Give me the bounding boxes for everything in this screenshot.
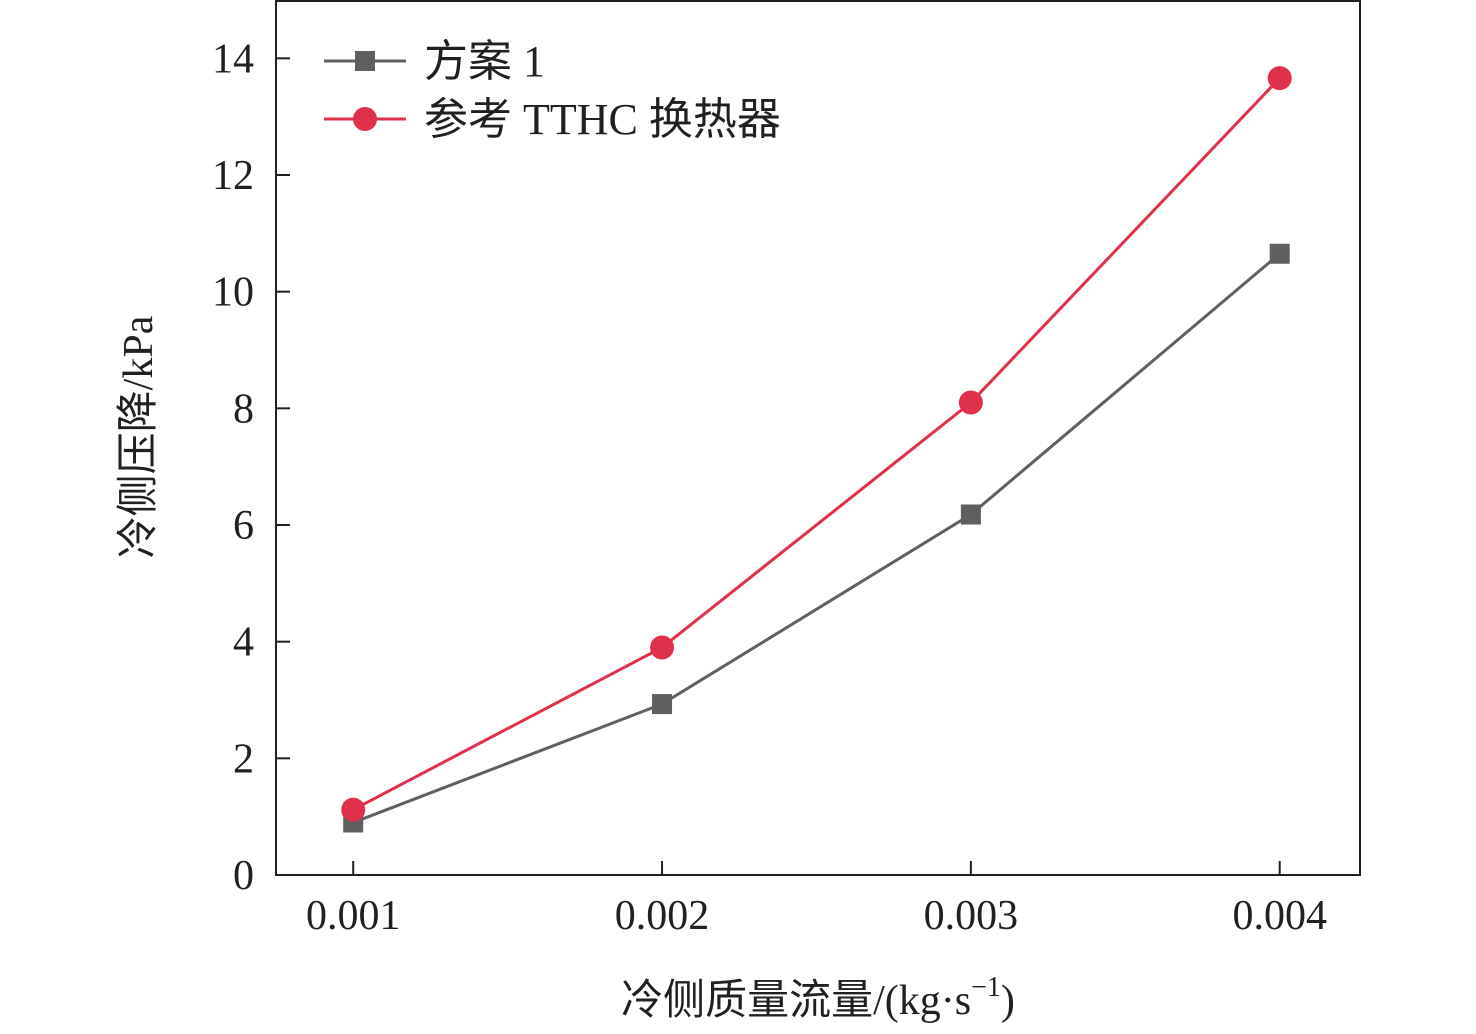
series-layer [341, 66, 1292, 833]
x-tick-label: 0.001 [306, 893, 401, 939]
legend: 方案 1 参考 TTHC 换热器 [324, 37, 781, 144]
plot-border [275, 0, 1361, 876]
legend-marker-square [355, 51, 375, 71]
x-axis-title: 冷侧质量流量/(kg·s−1) [621, 972, 1015, 1024]
x-axis: 0.001 0.002 0.003 0.004 [306, 861, 1327, 939]
legend-marker-circle [353, 107, 377, 131]
data-point-square [652, 694, 673, 715]
y-tick-label: 6 [233, 503, 254, 549]
x-tick-label: 0.003 [924, 893, 1019, 939]
data-point-square [960, 504, 981, 525]
legend-item-2: 参考 TTHC 换热器 [324, 95, 781, 144]
legend-item-1: 方案 1 [324, 37, 545, 86]
x-tick-label: 0.002 [615, 893, 710, 939]
data-point-circle [341, 797, 366, 822]
legend-label: 方案 1 [424, 37, 545, 86]
data-point-circle [958, 390, 983, 415]
series-line [352, 252, 1281, 824]
data-point-circle [650, 635, 675, 660]
series-line [352, 77, 1281, 811]
x-tick-label: 0.004 [1232, 893, 1327, 939]
x-axis-title-superscript: −1 [971, 972, 1001, 1003]
y-tick-label: 0 [233, 853, 254, 899]
y-tick-label: 12 [212, 153, 254, 199]
y-axis-title: 冷侧压降/kPa [116, 315, 162, 558]
x-axis-title-main: 冷侧质量流量/(kg·s [621, 978, 971, 1024]
data-point-square [1269, 243, 1290, 264]
x-axis-title-end: ) [1001, 978, 1015, 1024]
y-tick-label: 14 [212, 36, 254, 82]
y-tick-label: 2 [233, 736, 254, 782]
plot-frame [275, 0, 1361, 876]
y-tick-label: 8 [233, 386, 254, 432]
y-tick-label: 10 [212, 270, 254, 316]
series-1 [343, 243, 1290, 833]
y-tick-label: 4 [233, 620, 254, 666]
y-axis: 0 2 4 6 8 10 12 14 [212, 36, 290, 899]
legend-label: 参考 TTHC 换热器 [424, 95, 781, 144]
series-2 [341, 66, 1292, 822]
data-point-circle [1267, 66, 1292, 91]
